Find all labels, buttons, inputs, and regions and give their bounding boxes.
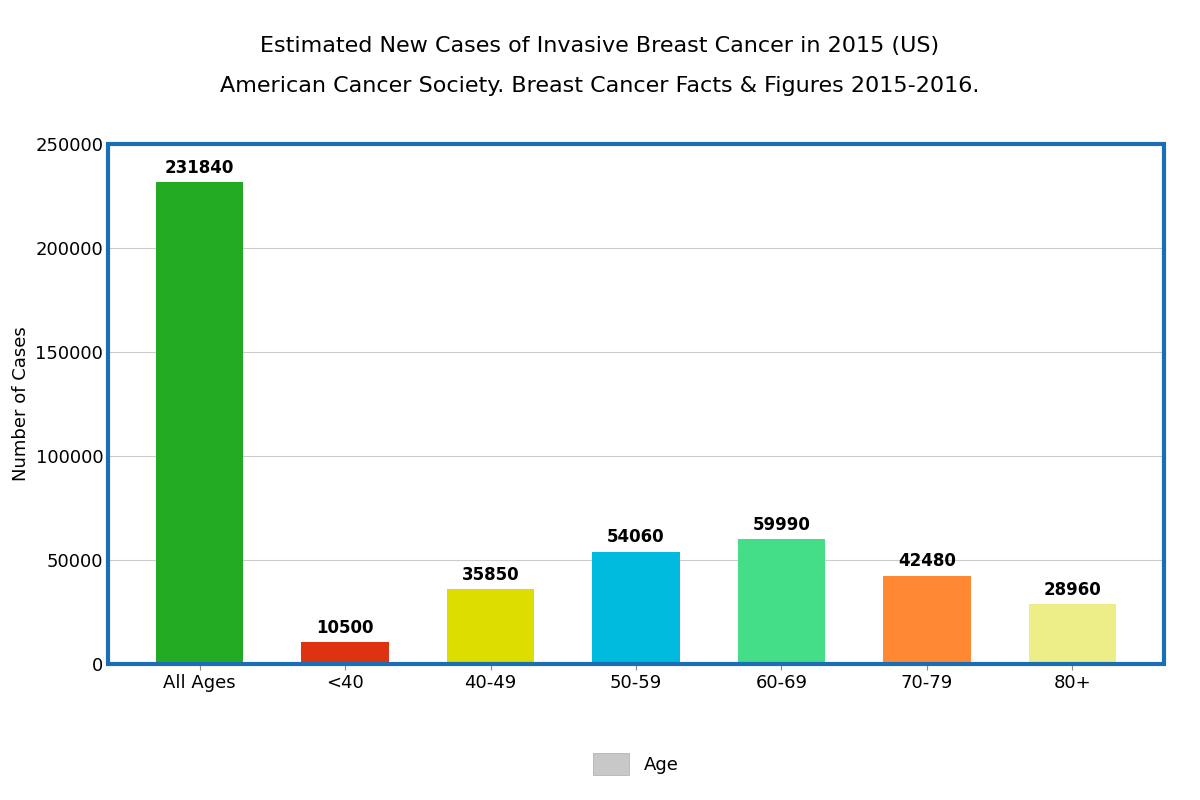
Bar: [156, 182, 244, 664]
Legend: Age: Age: [586, 746, 686, 782]
Bar: [301, 642, 389, 664]
Bar: [593, 551, 679, 664]
Text: 231840: 231840: [164, 158, 234, 177]
Text: American Cancer Society. Breast Cancer Facts & Figures 2015-2016.: American Cancer Society. Breast Cancer F…: [221, 76, 979, 96]
Text: 54060: 54060: [607, 528, 665, 546]
Bar: [1028, 604, 1116, 664]
Text: 59990: 59990: [752, 516, 810, 534]
Text: 28960: 28960: [1044, 581, 1102, 598]
Bar: [883, 576, 971, 664]
Bar: [446, 590, 534, 664]
Bar: [738, 539, 826, 664]
Y-axis label: Number of Cases: Number of Cases: [12, 326, 30, 482]
Text: 35850: 35850: [462, 566, 520, 584]
Text: 10500: 10500: [317, 619, 374, 637]
Text: 42480: 42480: [898, 553, 956, 570]
Text: Estimated New Cases of Invasive Breast Cancer in 2015 (US): Estimated New Cases of Invasive Breast C…: [260, 36, 940, 56]
